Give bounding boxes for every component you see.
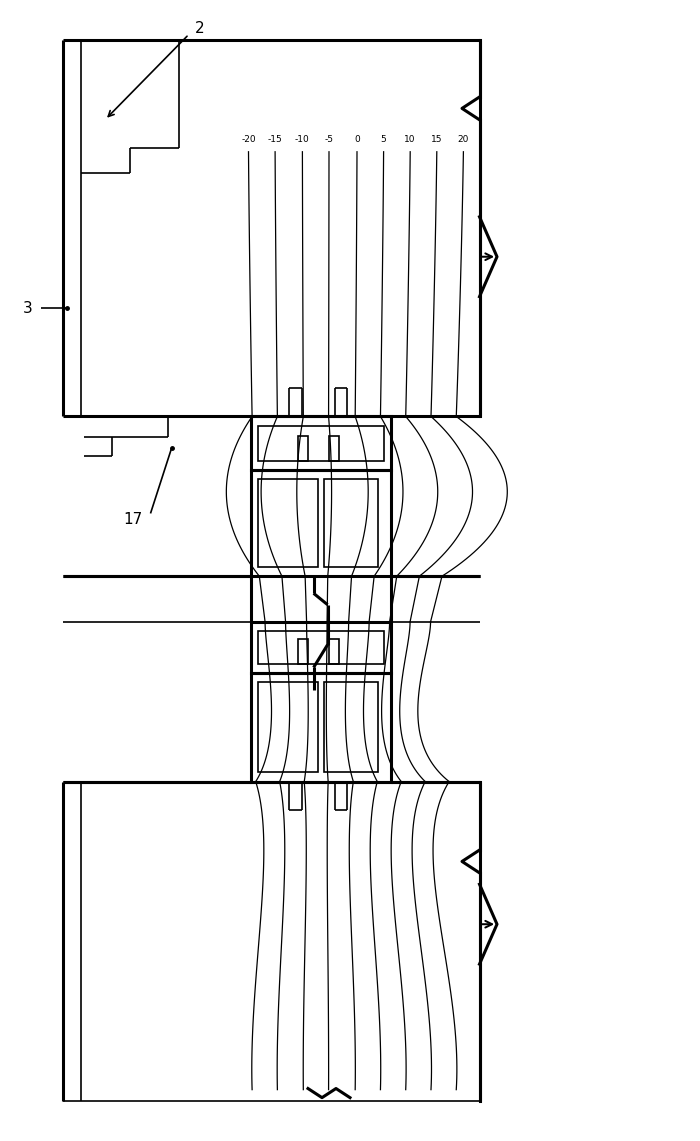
Bar xyxy=(251,622,391,673)
Bar xyxy=(329,639,339,664)
Bar xyxy=(258,631,384,664)
Bar xyxy=(258,682,318,772)
Bar xyxy=(251,673,391,782)
Text: -5: -5 xyxy=(325,135,333,144)
Bar xyxy=(329,436,339,461)
Text: 10: 10 xyxy=(405,135,416,144)
Text: -15: -15 xyxy=(267,135,283,144)
Bar xyxy=(251,416,391,470)
Bar xyxy=(258,426,384,461)
Text: 15: 15 xyxy=(431,135,442,144)
Bar xyxy=(324,479,377,567)
Text: 3: 3 xyxy=(23,300,33,316)
Text: 0: 0 xyxy=(354,135,360,144)
Text: 5: 5 xyxy=(381,135,386,144)
Text: 17: 17 xyxy=(123,511,143,527)
Bar xyxy=(298,436,308,461)
Bar xyxy=(324,682,377,772)
Text: 2: 2 xyxy=(195,21,204,37)
Bar xyxy=(298,639,308,664)
Text: -10: -10 xyxy=(295,135,310,144)
Bar xyxy=(258,479,318,567)
Text: -20: -20 xyxy=(241,135,255,144)
Text: 20: 20 xyxy=(458,135,469,144)
Bar xyxy=(251,470,391,576)
